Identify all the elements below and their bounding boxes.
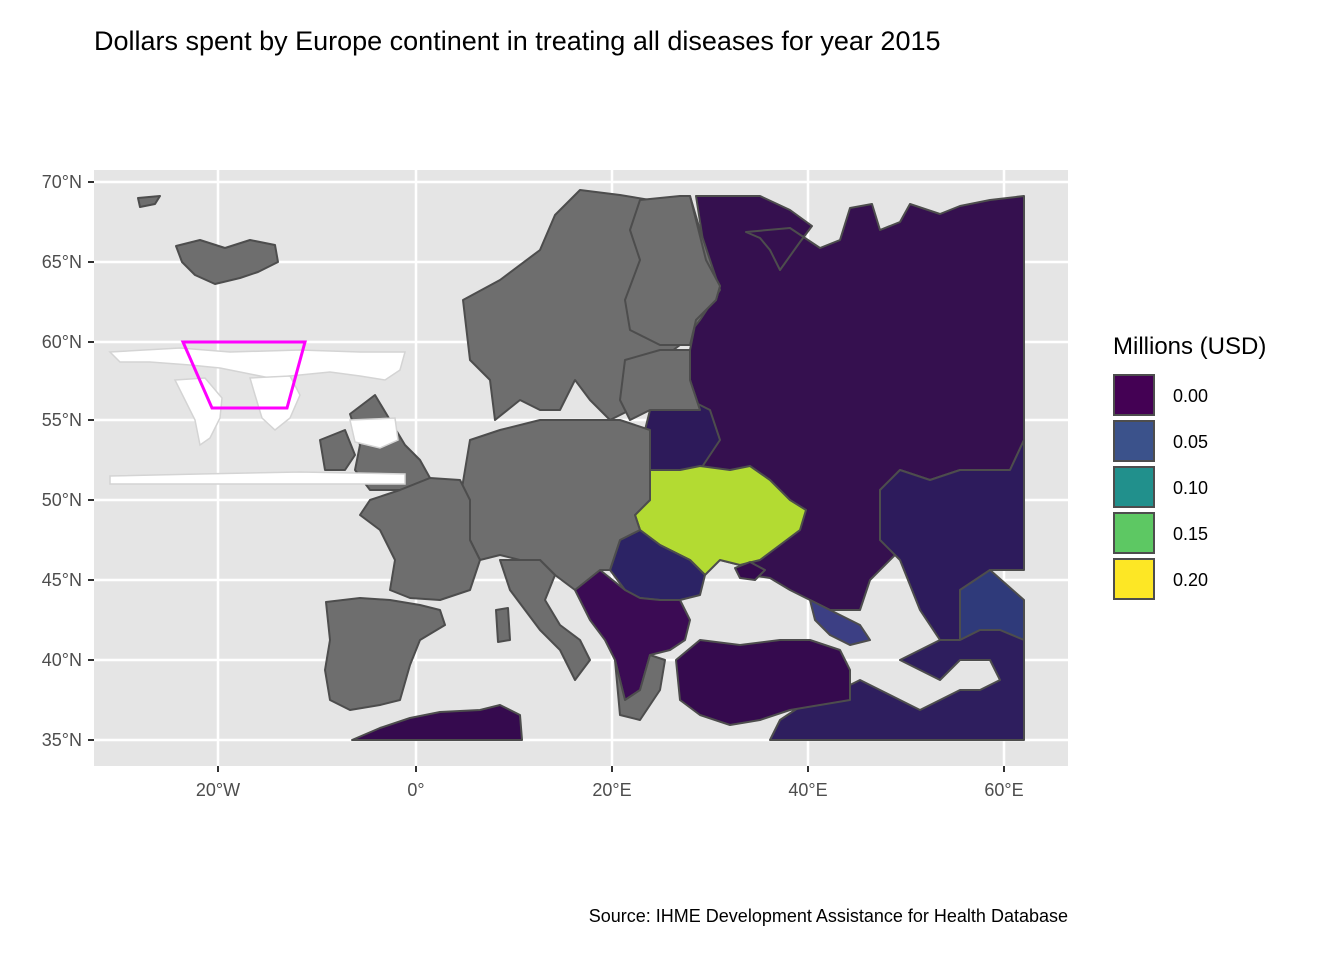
legend-item: 0.00 <box>1113 374 1313 418</box>
chart-title: Dollars spent by Europe continent in tre… <box>94 26 941 56</box>
legend-swatch <box>1113 374 1155 416</box>
region-finland <box>624 195 721 346</box>
legend-swatch <box>1113 466 1155 508</box>
x-tick-label: 20°W <box>196 780 240 800</box>
legend-title: Millions (USD) <box>1113 333 1267 360</box>
axis-ticks <box>88 181 1005 772</box>
region-iceland <box>175 239 279 285</box>
region-iran <box>769 629 1025 741</box>
inset-world-map <box>108 347 406 485</box>
legend-label: 0.05 <box>1173 432 1209 452</box>
legend-item: 0.10 <box>1113 466 1313 510</box>
region-kazakhstan <box>879 439 1025 641</box>
region-france <box>359 477 481 601</box>
legend-label: 0.10 <box>1173 478 1209 498</box>
legend-item: 0.20 <box>1113 558 1313 602</box>
region-italy <box>499 559 591 681</box>
region-balkans <box>574 569 691 701</box>
source-caption: Source: IHME Development Assistance for … <box>588 906 1068 926</box>
y-tick-label: 40°N <box>42 650 82 670</box>
legend-item: 0.15 <box>1113 512 1313 556</box>
region-romania <box>609 529 706 601</box>
region-iberia <box>324 597 446 711</box>
legend-label: 0.15 <box>1173 524 1209 544</box>
region-ireland <box>319 429 356 471</box>
region-turkey <box>675 639 851 726</box>
region-svalbard-bit <box>137 195 161 208</box>
y-tick-label: 65°N <box>42 252 82 272</box>
y-tick-label: 45°N <box>42 570 82 590</box>
region-north-africa <box>351 704 523 741</box>
y-tick-label: 55°N <box>42 410 82 430</box>
x-tick-label: 0° <box>407 780 424 800</box>
region-baltics <box>619 349 701 421</box>
inset-highlight-box <box>180 340 307 410</box>
legend-item: 0.05 <box>1113 420 1313 464</box>
y-tick-label: 70°N <box>42 172 82 192</box>
x-tick-label: 40°E <box>788 780 827 800</box>
y-tick-label: 35°N <box>42 730 82 750</box>
x-tick-label: 20°E <box>592 780 631 800</box>
region-greece <box>614 654 666 721</box>
region-sardinia <box>495 607 511 643</box>
y-tick-label: 60°N <box>42 332 82 352</box>
legend-label: 0.20 <box>1173 570 1209 590</box>
region-caucasus <box>809 599 871 646</box>
legend-label: 0.00 <box>1173 386 1209 406</box>
region-central-europe <box>459 419 651 591</box>
region-crimea <box>734 561 766 581</box>
x-tick-label: 60°E <box>984 780 1023 800</box>
y-tick-label: 50°N <box>42 490 82 510</box>
legend-swatch <box>1113 558 1155 600</box>
legend-swatch <box>1113 512 1155 554</box>
legend-swatch <box>1113 420 1155 462</box>
